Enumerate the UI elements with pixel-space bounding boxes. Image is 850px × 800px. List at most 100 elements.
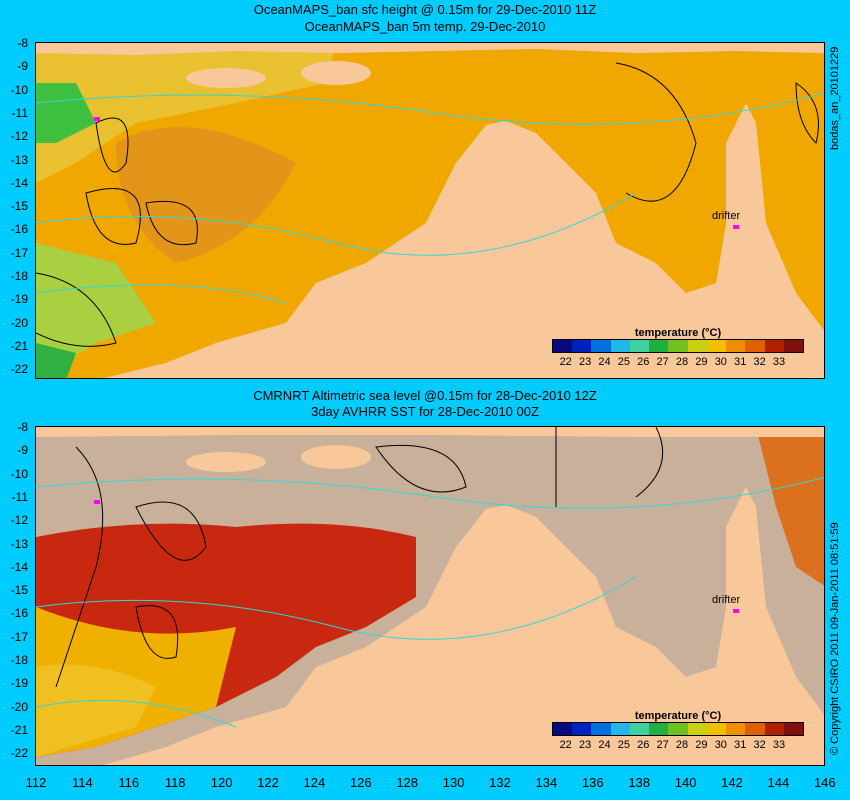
legend-color-swatch bbox=[610, 340, 630, 352]
top-legend-colorbar bbox=[552, 339, 804, 353]
lat-tick-label: -20 bbox=[10, 699, 28, 714]
top-legend: temperature (°C) 22 23 24 25 26 27 28 29 30 31 32 3… bbox=[552, 327, 804, 368]
legend-tick-label: 31 bbox=[734, 356, 747, 368]
bottom-map-svg bbox=[36, 427, 824, 765]
lon-tick-label: 136 bbox=[581, 775, 604, 790]
legend-tick-label: 23 bbox=[578, 356, 592, 368]
lat-tick-label: -8 bbox=[17, 36, 28, 50]
legend-color-swatch bbox=[764, 340, 784, 352]
bottom-drifter-marker-west bbox=[94, 500, 100, 504]
ocean-south-region bbox=[36, 664, 156, 757]
lat-tick-label: -18 bbox=[10, 653, 28, 667]
legend-color-swatch bbox=[745, 723, 765, 735]
contour-line bbox=[36, 272, 117, 347]
legend-color-swatch bbox=[591, 340, 611, 352]
legend-tick-label: 24 bbox=[598, 739, 611, 751]
lat-tick-label: -22 bbox=[10, 746, 28, 761]
legend-color-swatch bbox=[687, 340, 707, 352]
lat-tick-label: -21 bbox=[10, 338, 28, 353]
lat-tick-label: -17 bbox=[10, 245, 28, 260]
contour-line bbox=[145, 200, 198, 246]
lat-tick-label: -13 bbox=[10, 536, 28, 551]
cyan-contour bbox=[36, 284, 287, 304]
lat-tick-label: -20 bbox=[10, 315, 28, 330]
lat-tick-label: -21 bbox=[10, 722, 28, 737]
legend-color-swatch bbox=[629, 340, 650, 352]
legend-color-swatch bbox=[668, 340, 688, 352]
lon-tick-label: 132 bbox=[489, 775, 511, 790]
lon-tick-label: 134 bbox=[535, 775, 558, 790]
bottom-legend-ticks: 22 23 24 25 26 27 28 29 30 31 32 33 bbox=[552, 739, 804, 751]
legend-tick-label: 30 bbox=[714, 356, 727, 368]
top-drifter-label: drifter bbox=[712, 210, 741, 222]
bottom-map-panel bbox=[35, 426, 825, 766]
lat-tick-label: -18 bbox=[10, 269, 28, 283]
legend-color-swatch bbox=[706, 340, 727, 352]
ocean-southwest-coolest bbox=[36, 343, 76, 378]
northern-islands bbox=[36, 43, 824, 55]
bottom-title-line2: 3day AVHRR SST for 28-Dec-2010 00Z bbox=[311, 404, 539, 419]
lon-tick-label: 138 bbox=[628, 775, 651, 790]
legend-tick-label: 25 bbox=[617, 356, 630, 368]
island-east bbox=[301, 445, 371, 469]
legend-tick-label: 29 bbox=[695, 356, 708, 368]
lat-tick-label: -17 bbox=[10, 629, 28, 644]
legend-color-swatch bbox=[745, 340, 765, 352]
bottom-legend-colorbar bbox=[552, 722, 804, 736]
legend-tick-label: 32 bbox=[753, 356, 766, 368]
lon-tick-label: 126 bbox=[349, 775, 372, 790]
legend-tick-label: 28 bbox=[675, 739, 689, 751]
island-east bbox=[301, 61, 371, 85]
timor-island bbox=[186, 68, 266, 88]
legend-tick-label: 30 bbox=[714, 739, 727, 751]
gulf-water bbox=[596, 63, 746, 293]
australia-land bbox=[103, 487, 824, 765]
contour-line bbox=[615, 62, 697, 202]
top-drifter-marker bbox=[733, 225, 739, 229]
bottom-legend: temperature (°C) 22 23 24 25 26 27 28 29 30 31 32 3… bbox=[552, 710, 804, 751]
lat-tick-label: -16 bbox=[10, 606, 28, 621]
legend-color-swatch bbox=[553, 340, 573, 352]
legend-color-swatch bbox=[629, 723, 650, 735]
legend-tick-label: 27 bbox=[656, 356, 669, 368]
contour-line bbox=[135, 605, 179, 659]
lat-tick-label: -10 bbox=[10, 82, 28, 97]
top-map-svg bbox=[36, 43, 824, 378]
lon-tick-label: 112 bbox=[25, 775, 47, 790]
legend-color-swatch bbox=[610, 723, 630, 735]
contour-line bbox=[85, 188, 141, 245]
top-title-line1: OceanMAPS_ban sfc height @ 0.15m for 29-… bbox=[253, 2, 597, 17]
ocean-warm-core bbox=[116, 127, 296, 263]
legend-color-swatch bbox=[783, 723, 804, 735]
cyan-contour bbox=[36, 576, 637, 640]
lat-tick-label: -9 bbox=[17, 59, 28, 74]
lon-tick-label: 128 bbox=[396, 775, 419, 790]
legend-tick-label: 24 bbox=[598, 356, 611, 368]
contour-line bbox=[375, 444, 467, 493]
top-side-label: bodas_an_20101229 bbox=[829, 46, 841, 150]
bottom-title-line1: CMRNRT Altimetric sea level @0.15m for 2… bbox=[253, 388, 597, 403]
legend-color-swatch bbox=[764, 723, 784, 735]
legend-color-swatch bbox=[668, 723, 688, 735]
top-drifter-marker-west bbox=[94, 117, 100, 121]
lat-tick-label: -11 bbox=[11, 489, 28, 504]
legend-tick-label: 31 bbox=[734, 739, 747, 751]
bottom-legend-title: temperature (°C) bbox=[634, 710, 722, 722]
legend-tick-label: 25 bbox=[617, 739, 630, 751]
contour-line bbox=[635, 427, 664, 498]
legend-tick-label: 26 bbox=[637, 356, 650, 368]
legend-color-swatch bbox=[649, 723, 669, 735]
timor-island bbox=[186, 452, 266, 472]
lat-tick-label: -12 bbox=[10, 513, 28, 528]
lat-tick-label: -19 bbox=[10, 292, 28, 307]
legend-color-swatch bbox=[572, 723, 592, 735]
lat-tick-label: -15 bbox=[10, 583, 28, 598]
legend-color-swatch bbox=[783, 340, 804, 352]
bottom-drifter-marker bbox=[733, 609, 739, 613]
lon-tick-label: 146 bbox=[813, 775, 836, 790]
bottom-side-label: © Copyright CSIRO 2011 09-Jan-2011 08:51… bbox=[829, 522, 841, 755]
cyan-contour bbox=[36, 92, 824, 125]
contour-line bbox=[95, 117, 129, 173]
australia-land bbox=[104, 103, 824, 378]
legend-tick-label: 28 bbox=[675, 356, 689, 368]
